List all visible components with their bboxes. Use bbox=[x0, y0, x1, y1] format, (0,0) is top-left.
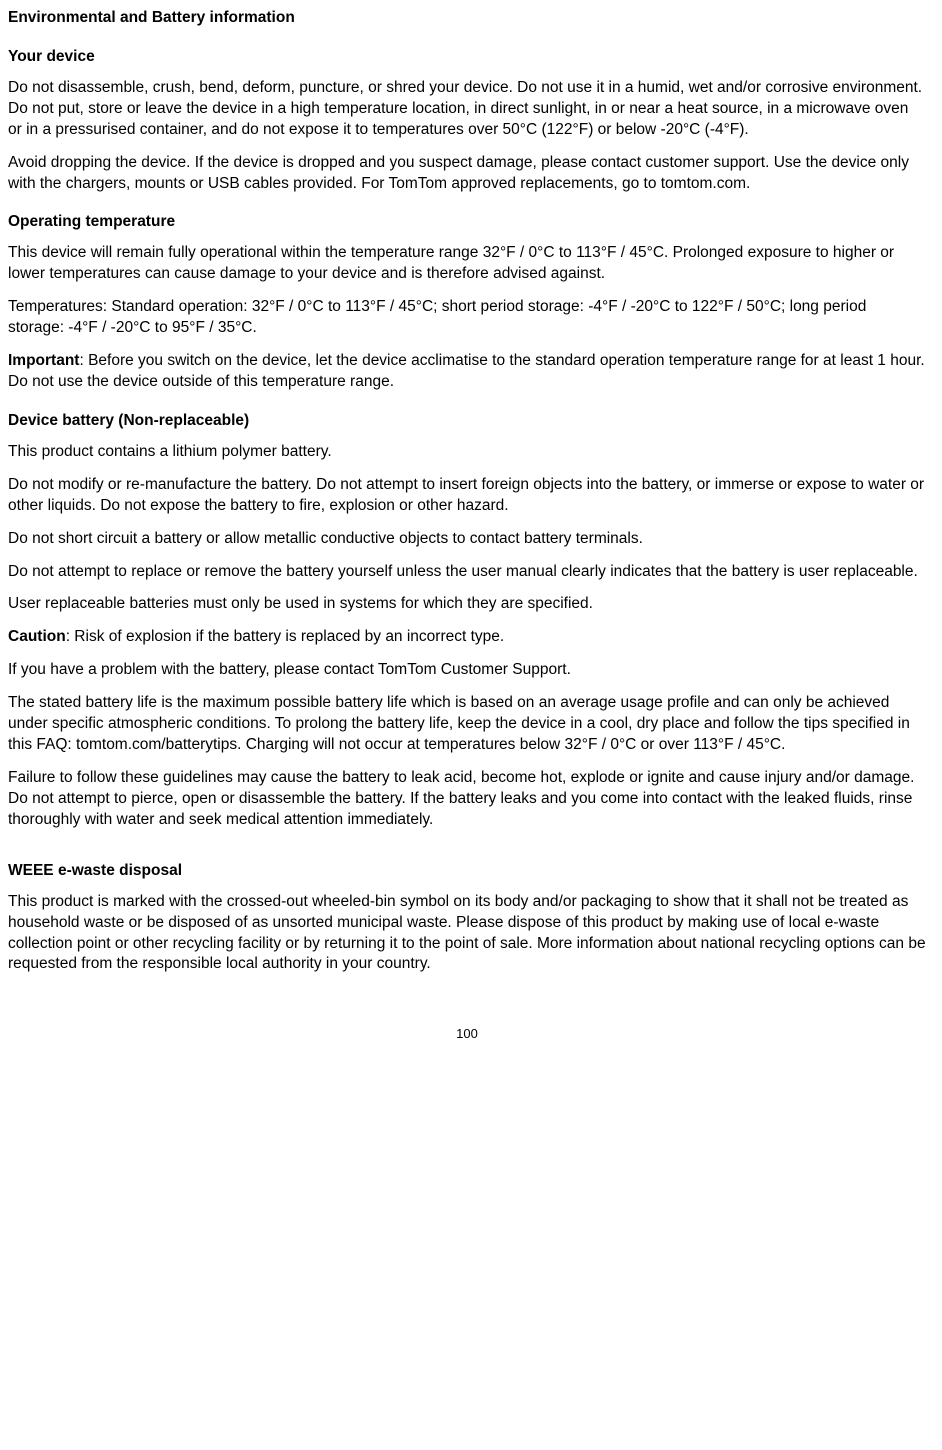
body-text: This product contains a lithium polymer … bbox=[8, 442, 926, 463]
body-text: Caution: Risk of explosion if the batter… bbox=[8, 627, 926, 648]
body-text: Do not disassemble, crush, bend, deform,… bbox=[8, 78, 926, 141]
body-text: This product is marked with the crossed-… bbox=[8, 892, 926, 976]
body-text: This device will remain fully operationa… bbox=[8, 243, 926, 285]
body-text: Failure to follow these guidelines may c… bbox=[8, 768, 926, 831]
body-text: The stated battery life is the maximum p… bbox=[8, 693, 926, 756]
body-text: Temperatures: Standard operation: 32°F /… bbox=[8, 297, 926, 339]
caution-label: Caution bbox=[8, 628, 66, 645]
body-text: Do not modify or re-manufacture the batt… bbox=[8, 475, 926, 517]
body-text: Do not attempt to replace or remove the … bbox=[8, 562, 926, 583]
section-heading-weee: WEEE e-waste disposal bbox=[8, 861, 926, 882]
section-heading-device-battery: Device battery (Non-replaceable) bbox=[8, 411, 926, 432]
body-text: Do not short circuit a battery or allow … bbox=[8, 529, 926, 550]
body-text: User replaceable batteries must only be … bbox=[8, 594, 926, 615]
body-text: If you have a problem with the battery, … bbox=[8, 660, 926, 681]
page-title: Environmental and Battery information bbox=[8, 8, 926, 29]
section-heading-operating-temperature: Operating temperature bbox=[8, 212, 926, 233]
body-text: Important: Before you switch on the devi… bbox=[8, 351, 926, 393]
body-text-inline: : Before you switch on the device, let t… bbox=[8, 352, 925, 390]
page-number: 100 bbox=[8, 1025, 926, 1043]
body-text-inline: : Risk of explosion if the battery is re… bbox=[66, 628, 505, 645]
body-text: Avoid dropping the device. If the device… bbox=[8, 153, 926, 195]
important-label: Important bbox=[8, 352, 79, 369]
section-heading-your-device: Your device bbox=[8, 47, 926, 68]
